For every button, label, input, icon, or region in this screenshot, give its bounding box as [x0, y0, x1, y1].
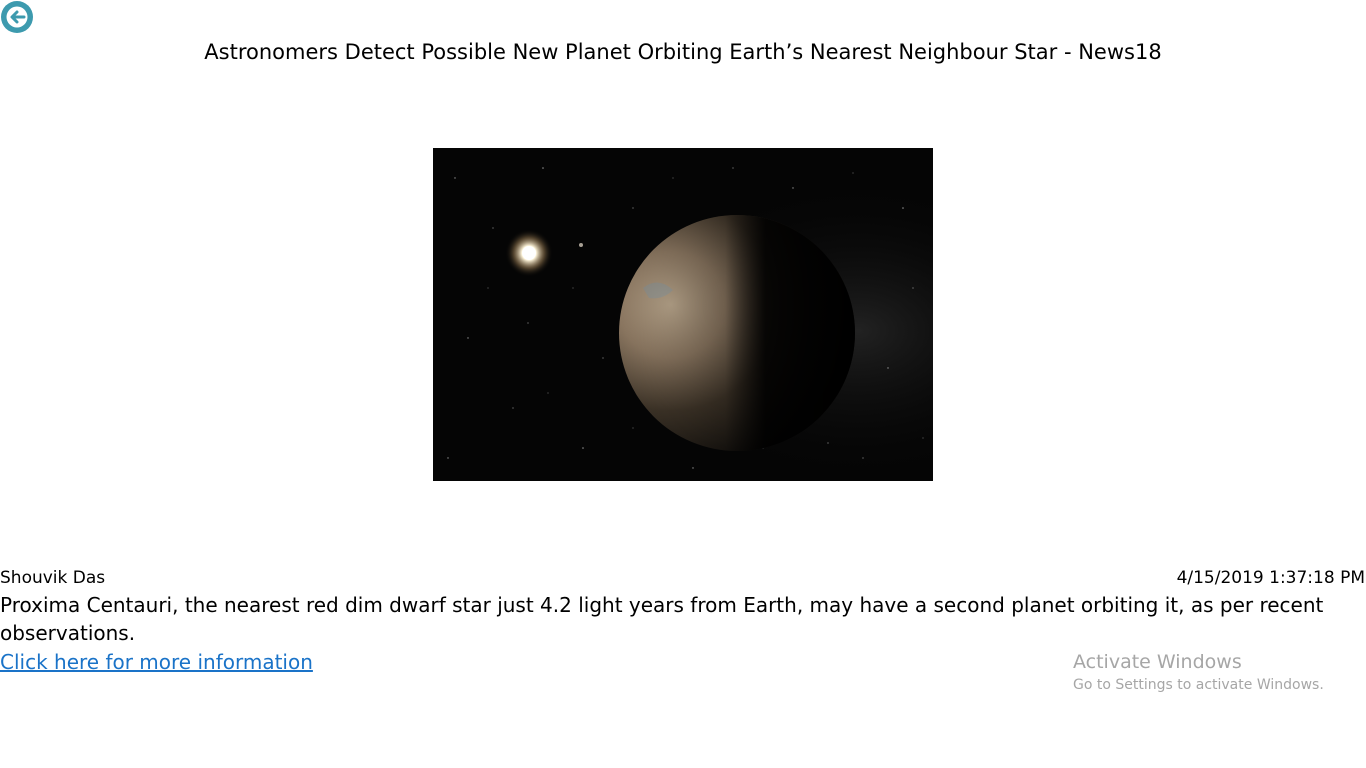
article-title: Astronomers Detect Possible New Planet O… [204, 40, 1162, 64]
article-image [433, 148, 933, 481]
back-arrow-icon [6, 6, 28, 28]
article-author: Shouvik Das [0, 568, 106, 588]
planet-star-illustration [433, 148, 933, 481]
article-summary: Proxima Centauri, the nearest red dim dw… [0, 593, 1324, 645]
watermark-subtitle: Go to Settings to activate Windows. [1073, 677, 1324, 693]
more-information-link[interactable]: Click here for more information [0, 650, 313, 674]
watermark-title: Activate Windows [1073, 651, 1242, 673]
back-button[interactable] [1, 1, 33, 33]
activate-windows-watermark: Activate Windows Go to Settings to activ… [1073, 650, 1324, 696]
article-timestamp: 4/15/2019 1:37:18 PM [1176, 568, 1365, 588]
